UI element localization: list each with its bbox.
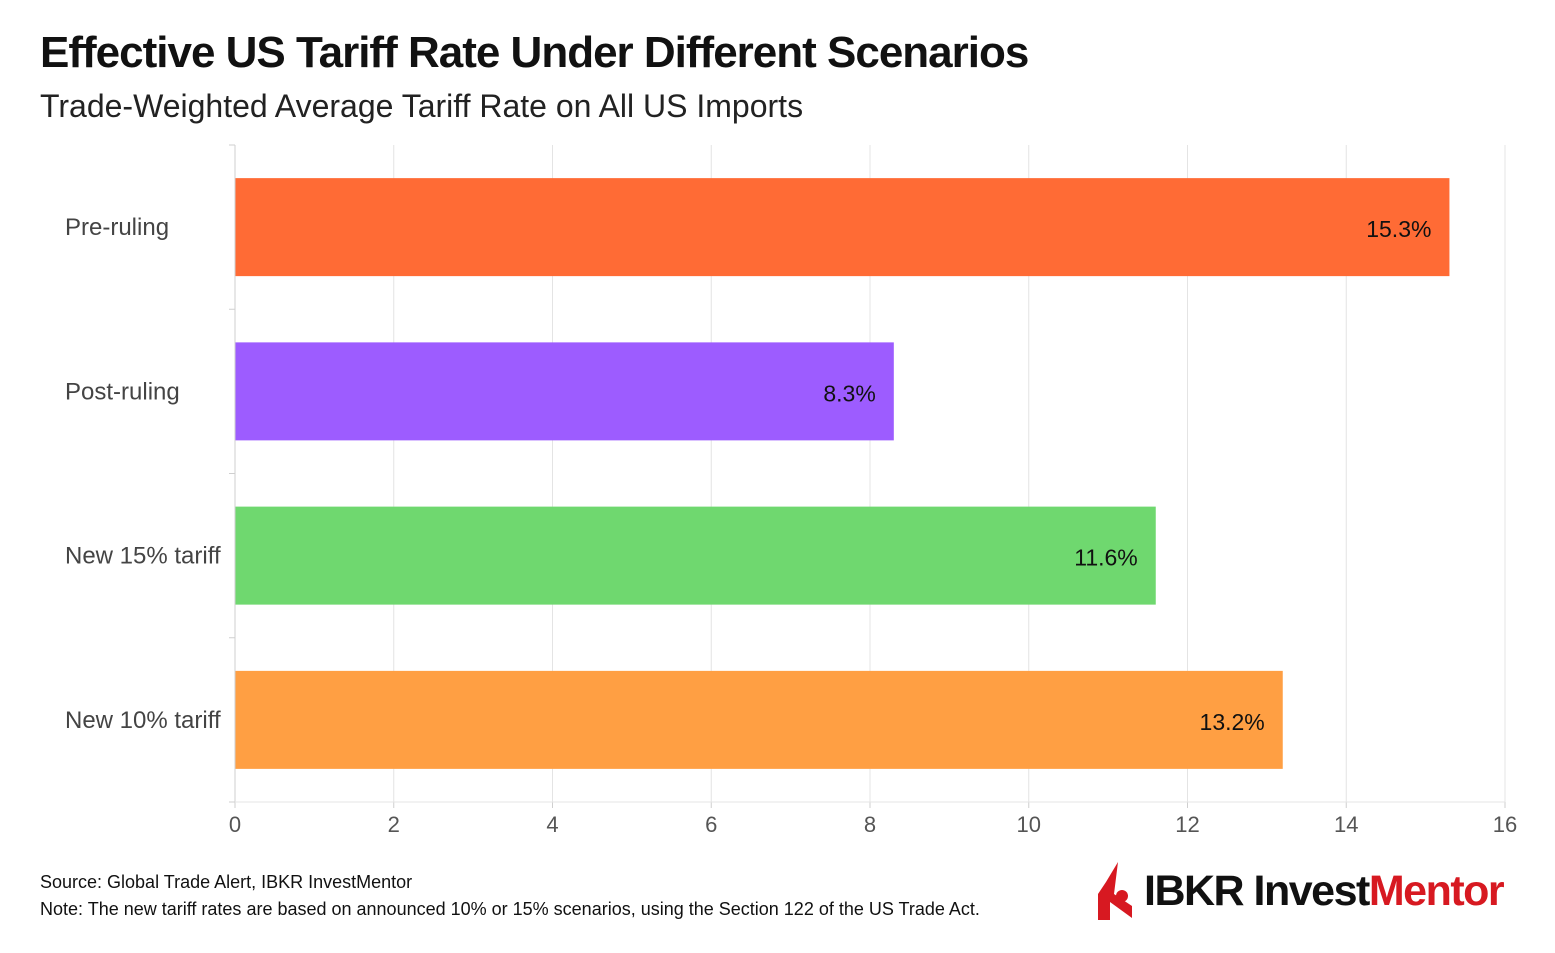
x-tick-label: 12 (1175, 812, 1199, 837)
bar-value-label: 13.2% (1200, 709, 1265, 735)
x-tick-label: 14 (1334, 812, 1358, 837)
x-tick-label: 10 (1017, 812, 1041, 837)
y-category-label: Post-ruling (65, 378, 180, 405)
x-tick-label: 4 (546, 812, 558, 837)
chart-bars (235, 178, 1450, 769)
logo-text: IBKR InvestMentor (1144, 866, 1505, 916)
x-tick-label: 0 (229, 812, 241, 837)
x-tick-label: 6 (705, 812, 717, 837)
logo-text-main: IBKR Invest (1144, 866, 1370, 915)
y-category-label: Pre-ruling (65, 214, 169, 241)
chart-subtitle: Trade-Weighted Average Tariff Rate on Al… (40, 88, 804, 124)
footnote: Note: The new tariff rates are based on … (40, 899, 980, 919)
bar-value-label: 15.3% (1366, 216, 1431, 242)
chart-axes: 0 2 4 6 8 10 12 14 16 (229, 144, 1517, 837)
source-note: Source: Global Trade Alert, IBKR InvestM… (40, 872, 413, 892)
brand-logo: IBKR InvestMentor (1096, 862, 1505, 920)
x-tick-label: 16 (1493, 812, 1517, 837)
ibkr-flame-logo-icon (1098, 862, 1132, 920)
bar-pre-ruling (235, 178, 1450, 277)
bar-new-10-tariff (235, 670, 1283, 769)
x-tick-label: 8 (864, 812, 876, 837)
y-category-label: New 10% tariff (65, 707, 221, 734)
chart-labels: 15.3% Pre-ruling 8.3% Post-ruling 11.6% New 1… (65, 214, 1431, 735)
chart-title: Effective US Tariff Rate Under Different… (40, 28, 1029, 77)
logo-text-accent: Mentor (1368, 866, 1505, 915)
x-tick-label: 2 (388, 812, 400, 837)
y-category-label: New 15% tariff (65, 543, 221, 570)
bar-value-label: 8.3% (823, 380, 875, 406)
bar-value-label: 11.6% (1074, 545, 1138, 571)
bar-new-15-tariff (235, 506, 1156, 605)
bar-post-ruling (235, 342, 894, 441)
